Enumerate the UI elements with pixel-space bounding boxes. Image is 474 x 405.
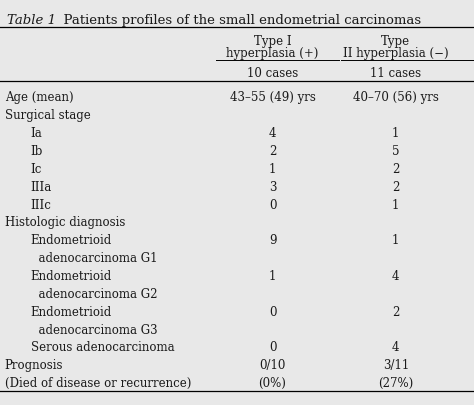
Text: 3: 3	[269, 180, 276, 193]
Text: IIIa: IIIa	[31, 180, 52, 193]
Text: 2: 2	[269, 145, 276, 158]
Text: Endometrioid: Endometrioid	[31, 234, 112, 247]
Text: Ic: Ic	[31, 162, 42, 175]
Text: 4: 4	[392, 341, 400, 354]
Text: 40–70 (56) yrs: 40–70 (56) yrs	[353, 91, 439, 104]
Text: 4: 4	[269, 127, 276, 140]
Text: Table 1: Table 1	[7, 14, 56, 27]
Text: 2: 2	[392, 162, 400, 175]
Text: IIIc: IIIc	[31, 198, 52, 211]
Text: 1: 1	[392, 234, 400, 247]
Text: 10 cases: 10 cases	[247, 66, 298, 79]
Text: Endometrioid: Endometrioid	[31, 305, 112, 318]
Text: 1: 1	[392, 127, 400, 140]
Text: 5: 5	[392, 145, 400, 158]
Text: 1: 1	[269, 162, 276, 175]
Text: Type I: Type I	[254, 34, 292, 47]
Text: 4: 4	[392, 269, 400, 282]
Text: 11 cases: 11 cases	[370, 66, 421, 79]
Text: 0: 0	[269, 305, 276, 318]
Text: Age (mean): Age (mean)	[5, 91, 73, 104]
Text: Histologic diagnosis: Histologic diagnosis	[5, 216, 125, 229]
Text: 43–55 (49) yrs: 43–55 (49) yrs	[229, 91, 316, 104]
Text: Patients profiles of the small endometrial carcinomas: Patients profiles of the small endometri…	[55, 14, 420, 27]
Text: 2: 2	[392, 305, 400, 318]
Text: 0: 0	[269, 341, 276, 354]
Text: Surgical stage: Surgical stage	[5, 109, 91, 122]
Text: adenocarcinoma G1: adenocarcinoma G1	[31, 252, 157, 264]
Text: (0%): (0%)	[259, 376, 286, 389]
Text: Endometrioid: Endometrioid	[31, 269, 112, 282]
Text: hyperplasia (+): hyperplasia (+)	[227, 47, 319, 60]
Text: Serous adenocarcinoma: Serous adenocarcinoma	[31, 341, 174, 354]
Text: 1: 1	[392, 198, 400, 211]
Text: (27%): (27%)	[378, 376, 413, 389]
Text: 3/11: 3/11	[383, 358, 409, 371]
Text: 1: 1	[269, 269, 276, 282]
Text: 0/10: 0/10	[259, 358, 286, 371]
Text: Type: Type	[381, 34, 410, 47]
Text: Ib: Ib	[31, 145, 43, 158]
Text: 2: 2	[392, 180, 400, 193]
Text: adenocarcinoma G3: adenocarcinoma G3	[31, 323, 157, 336]
Text: II hyperplasia (−): II hyperplasia (−)	[343, 47, 448, 60]
Text: 9: 9	[269, 234, 276, 247]
Text: Ia: Ia	[31, 127, 43, 140]
Text: adenocarcinoma G2: adenocarcinoma G2	[31, 287, 157, 300]
Text: (Died of disease or recurrence): (Died of disease or recurrence)	[5, 376, 191, 389]
Text: Prognosis: Prognosis	[5, 358, 63, 371]
Text: 0: 0	[269, 198, 276, 211]
